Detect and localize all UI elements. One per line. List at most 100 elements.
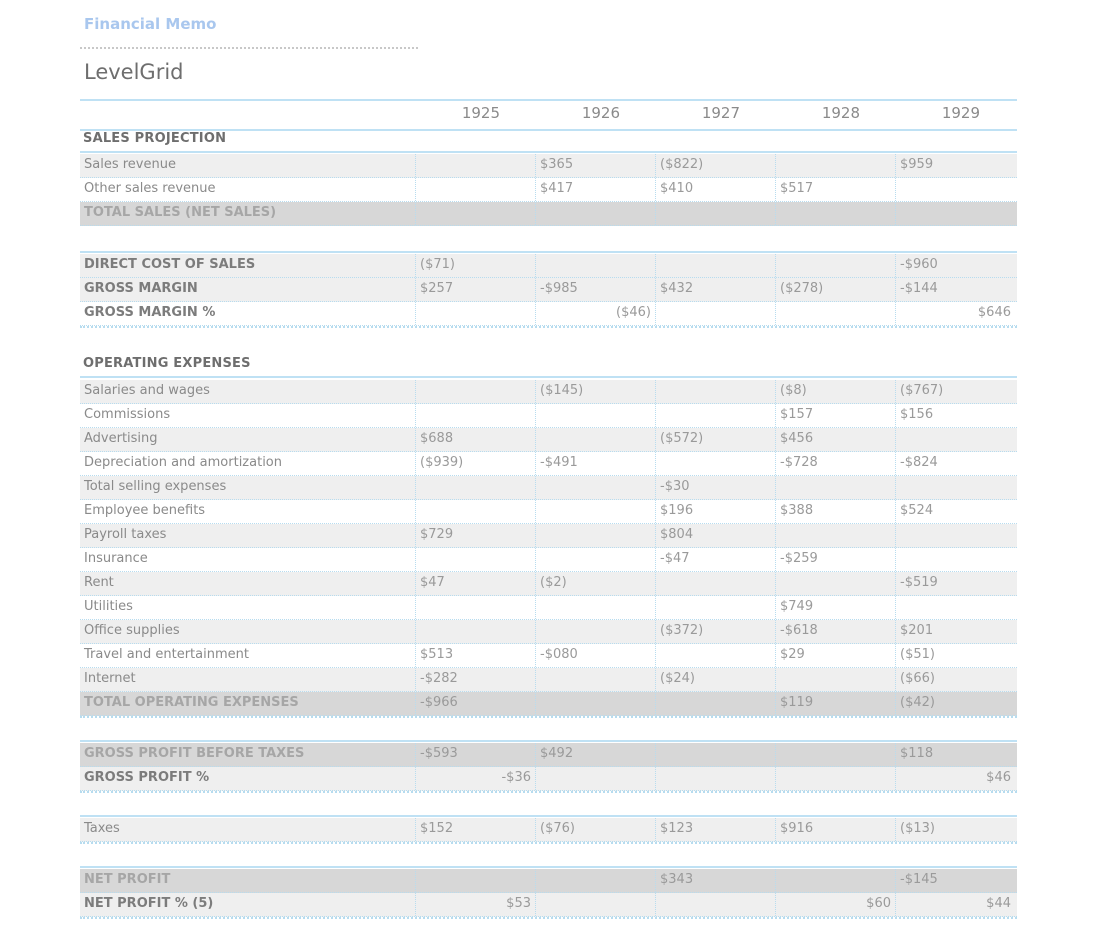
cell-1926[interactable]: $417	[535, 178, 655, 201]
cell-1925[interactable]: ($71)	[415, 254, 535, 277]
cell-1928[interactable]	[775, 572, 895, 595]
cell-1925[interactable]: $688	[415, 428, 535, 451]
cell-1929[interactable]: -$519	[895, 572, 1015, 595]
cell-1929[interactable]	[895, 596, 1015, 619]
cell-1929[interactable]: $118	[895, 743, 1015, 766]
cell-1927[interactable]: $432	[655, 278, 775, 301]
cell-1925[interactable]: -$36	[415, 767, 535, 790]
cell-1925[interactable]: $47	[415, 572, 535, 595]
cell-1928[interactable]: -$618	[775, 620, 895, 643]
cell-1929[interactable]: -$824	[895, 452, 1015, 475]
cell-1928[interactable]	[775, 202, 895, 225]
cell-1929[interactable]: ($767)	[895, 380, 1015, 403]
cell-1926[interactable]: -$985	[535, 278, 655, 301]
cell-1927[interactable]	[655, 302, 775, 325]
cell-1926[interactable]	[535, 202, 655, 225]
cell-1927[interactable]	[655, 572, 775, 595]
cell-1929[interactable]: -$144	[895, 278, 1015, 301]
cell-1928[interactable]	[775, 254, 895, 277]
cell-1926[interactable]: $492	[535, 743, 655, 766]
cell-1928[interactable]: -$728	[775, 452, 895, 475]
cell-1929[interactable]	[895, 476, 1015, 499]
cell-1928[interactable]: $456	[775, 428, 895, 451]
cell-1925[interactable]: $257	[415, 278, 535, 301]
cell-1927[interactable]	[655, 644, 775, 667]
cell-1929[interactable]: $524	[895, 500, 1015, 523]
cell-1927[interactable]	[655, 202, 775, 225]
cell-1928[interactable]	[775, 743, 895, 766]
cell-1927[interactable]	[655, 767, 775, 790]
cell-1929[interactable]: $44	[895, 893, 1015, 916]
cell-1925[interactable]	[415, 202, 535, 225]
cell-1925[interactable]: $729	[415, 524, 535, 547]
cell-1928[interactable]: $60	[775, 893, 895, 916]
cell-1925[interactable]	[415, 620, 535, 643]
cell-1925[interactable]	[415, 154, 535, 177]
cell-1925[interactable]: $53	[415, 893, 535, 916]
cell-1925[interactable]	[415, 596, 535, 619]
cell-1927[interactable]: $123	[655, 818, 775, 841]
cell-1925[interactable]: -$593	[415, 743, 535, 766]
cell-1928[interactable]	[775, 476, 895, 499]
cell-1926[interactable]: ($145)	[535, 380, 655, 403]
cell-1928[interactable]: $388	[775, 500, 895, 523]
cell-1925[interactable]: $152	[415, 818, 535, 841]
cell-1927[interactable]: ($572)	[655, 428, 775, 451]
cell-1925[interactable]: ($939)	[415, 452, 535, 475]
cell-1928[interactable]: $29	[775, 644, 895, 667]
cell-1926[interactable]: $365	[535, 154, 655, 177]
cell-1927[interactable]	[655, 452, 775, 475]
cell-1928[interactable]: $517	[775, 178, 895, 201]
cell-1927[interactable]	[655, 596, 775, 619]
cell-1925[interactable]	[415, 869, 535, 892]
cell-1926[interactable]	[535, 668, 655, 691]
cell-1926[interactable]	[535, 254, 655, 277]
cell-1926[interactable]	[535, 524, 655, 547]
cell-1927[interactable]	[655, 254, 775, 277]
cell-1927[interactable]	[655, 404, 775, 427]
cell-1928[interactable]: $119	[775, 692, 895, 715]
cell-1925[interactable]	[415, 476, 535, 499]
cell-1929[interactable]: $959	[895, 154, 1015, 177]
cell-1927[interactable]: ($822)	[655, 154, 775, 177]
cell-1925[interactable]	[415, 548, 535, 571]
cell-1927[interactable]	[655, 692, 775, 715]
cell-1927[interactable]: -$30	[655, 476, 775, 499]
cell-1927[interactable]: ($372)	[655, 620, 775, 643]
cell-1926[interactable]: -$080	[535, 644, 655, 667]
cell-1926[interactable]	[535, 404, 655, 427]
cell-1926[interactable]: ($46)	[535, 302, 655, 325]
cell-1928[interactable]	[775, 767, 895, 790]
cell-1926[interactable]: ($2)	[535, 572, 655, 595]
cell-1927[interactable]: $804	[655, 524, 775, 547]
cell-1928[interactable]	[775, 524, 895, 547]
cell-1926[interactable]	[535, 596, 655, 619]
cell-1929[interactable]: $156	[895, 404, 1015, 427]
cell-1926[interactable]	[535, 869, 655, 892]
cell-1926[interactable]	[535, 476, 655, 499]
cell-1929[interactable]: ($51)	[895, 644, 1015, 667]
cell-1926[interactable]	[535, 692, 655, 715]
cell-1929[interactable]	[895, 178, 1015, 201]
cell-1929[interactable]: -$960	[895, 254, 1015, 277]
cell-1925[interactable]: -$966	[415, 692, 535, 715]
cell-1927[interactable]: ($24)	[655, 668, 775, 691]
cell-1925[interactable]	[415, 302, 535, 325]
cell-1925[interactable]: $513	[415, 644, 535, 667]
cell-1929[interactable]	[895, 548, 1015, 571]
cell-1926[interactable]: -$491	[535, 452, 655, 475]
cell-1928[interactable]: $916	[775, 818, 895, 841]
cell-1925[interactable]: -$282	[415, 668, 535, 691]
cell-1927[interactable]: -$47	[655, 548, 775, 571]
cell-1926[interactable]	[535, 620, 655, 643]
cell-1928[interactable]	[775, 302, 895, 325]
cell-1925[interactable]	[415, 380, 535, 403]
cell-1925[interactable]	[415, 404, 535, 427]
cell-1929[interactable]: ($66)	[895, 668, 1015, 691]
cell-1925[interactable]	[415, 178, 535, 201]
cell-1926[interactable]: ($76)	[535, 818, 655, 841]
cell-1928[interactable]: $157	[775, 404, 895, 427]
cell-1927[interactable]	[655, 380, 775, 403]
cell-1928[interactable]: -$259	[775, 548, 895, 571]
cell-1929[interactable]	[895, 428, 1015, 451]
